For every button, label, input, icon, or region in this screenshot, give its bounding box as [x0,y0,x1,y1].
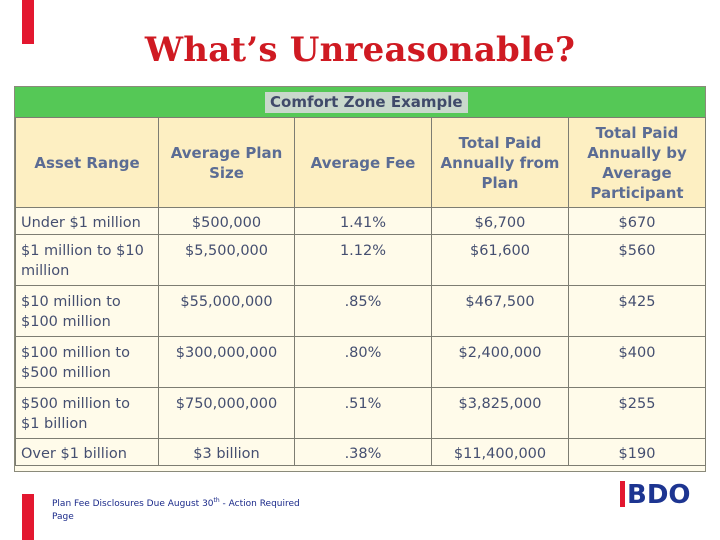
logo-text: BDO [627,480,691,510]
cell-average-plan-size: $5,500,000 [158,234,295,286]
cell-average-fee: 1.12% [294,234,432,286]
cell-total-paid-from-plan: $11,400,000 [431,438,569,466]
table-header-row: Asset Range Average Plan Size Average Fe… [15,117,706,208]
slide-title: What’s Unreasonable? [144,30,576,70]
header-total-paid-by-participant: Total Paid Annually by Average Participa… [568,117,706,208]
cell-total-paid-from-plan: $6,700 [431,207,569,235]
fee-table-frame: Comfort Zone Example Asset Range Average… [14,86,706,472]
header-average-fee: Average Fee [294,117,432,208]
footer-page-label: Page [52,512,74,522]
cell-total-paid-from-plan: $2,400,000 [431,336,569,388]
cell-average-plan-size: $300,000,000 [158,336,295,388]
cell-asset-range: Under $1 million [15,207,159,235]
cell-asset-range: Over $1 billion [15,438,159,466]
cell-total-paid-by-participant: $425 [568,285,706,337]
cell-total-paid-from-plan: $467,500 [431,285,569,337]
footer-title: Plan Fee Disclosures Due August 30 [52,499,214,509]
header-total-paid-from-plan: Total Paid Annually from Plan [431,117,569,208]
fee-table: Asset Range Average Plan Size Average Fe… [15,117,706,466]
footer-title-suffix: - Action Required [219,499,300,509]
cell-asset-range: $10 million to $100 million [15,285,159,337]
cell-total-paid-by-participant: $190 [568,438,706,466]
cell-average-fee: 1.41% [294,207,432,235]
cell-average-plan-size: $55,000,000 [158,285,295,337]
cell-total-paid-by-participant: $400 [568,336,706,388]
cell-asset-range: $500 million to $1 billion [15,387,159,439]
table-row: $500 million to $1 billion $750,000,000 … [15,387,706,439]
cell-total-paid-from-plan: $61,600 [431,234,569,286]
cell-total-paid-by-participant: $255 [568,387,706,439]
cell-average-plan-size: $750,000,000 [158,387,295,439]
accent-bar-top [22,0,34,44]
cell-average-fee: .51% [294,387,432,439]
table-caption-bar: Comfort Zone Example [15,87,705,117]
bdo-logo: BDO [620,480,691,510]
cell-average-plan-size: $500,000 [158,207,295,235]
cell-average-plan-size: $3 billion [158,438,295,466]
footer-title-superscript: th [213,497,220,504]
cell-total-paid-by-participant: $670 [568,207,706,235]
table-row: Under $1 million $500,000 1.41% $6,700 $… [15,207,706,235]
cell-average-fee: .85% [294,285,432,337]
cell-average-fee: .80% [294,336,432,388]
table-row: Over $1 billion $3 billion .38% $11,400,… [15,438,706,466]
cell-average-fee: .38% [294,438,432,466]
table-caption: Comfort Zone Example [265,92,468,113]
cell-total-paid-by-participant: $560 [568,234,706,286]
cell-asset-range: $1 million to $10 million [15,234,159,286]
header-average-plan-size: Average Plan Size [158,117,295,208]
header-asset-range: Asset Range [15,117,159,208]
footer-line-1: Plan Fee Disclosures Due August 30th - A… [52,498,300,511]
cell-total-paid-from-plan: $3,825,000 [431,387,569,439]
footer-text: Plan Fee Disclosures Due August 30th - A… [52,498,300,524]
accent-bar-bottom [22,494,34,540]
table-row: $10 million to $100 million $55,000,000 … [15,285,706,337]
cell-asset-range: $100 million to $500 million [15,336,159,388]
table-row: $100 million to $500 million $300,000,00… [15,336,706,388]
table-row: $1 million to $10 million $5,500,000 1.1… [15,234,706,286]
logo-bracket-icon [620,481,625,507]
